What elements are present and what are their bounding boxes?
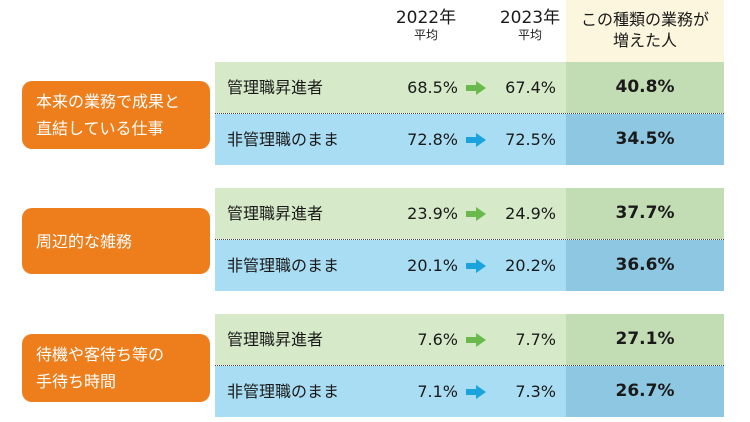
table-row: 非管理職のまま 7.1% 7.3% 26.7% [215, 366, 724, 417]
category-3-line1: 待機や客待ち等の [36, 345, 165, 364]
highlight-cell [566, 366, 724, 417]
category-1-line2: 直結している仕事 [36, 119, 164, 138]
arrow-right-icon [466, 81, 486, 95]
value-2022: 7.6% [417, 330, 458, 349]
arrow-right-icon [466, 207, 486, 221]
value-increase: 34.5% [615, 129, 675, 149]
header-increase-line2: 増えた人 [612, 31, 677, 50]
value-2022: 20.1% [407, 256, 458, 275]
table-row: 非管理職のまま 72.8% 72.5% 34.5% [215, 114, 724, 165]
header-increase: この種類の業務が 増えた人 [566, 0, 724, 63]
row-label: 管理職昇進者 [227, 204, 324, 223]
category-1-line1: 本来の業務で成果と [36, 92, 181, 111]
arrow-right-icon [466, 133, 486, 147]
row-divider [215, 239, 724, 240]
table-row: 非管理職のまま 20.1% 20.2% 36.6% [215, 240, 724, 291]
highlight-cell [566, 62, 724, 113]
value-2023: 24.9% [505, 204, 556, 223]
highlight-cell [566, 188, 724, 239]
row-divider [215, 113, 724, 114]
value-2023: 72.5% [505, 130, 556, 149]
row-label: 非管理職のまま [227, 256, 340, 275]
category-1: 本来の業務で成果と 直結している仕事 [22, 81, 210, 149]
value-increase: 27.1% [615, 329, 675, 349]
highlight-cell [566, 114, 724, 165]
value-2022: 23.9% [407, 204, 458, 223]
header-2022-sub: 平均 [413, 27, 438, 42]
table-row: 管理職昇進者 68.5% 67.4% 40.8% [215, 62, 724, 113]
arrow-right-icon [466, 259, 486, 273]
value-increase: 26.7% [615, 381, 675, 401]
row-label: 管理職昇進者 [227, 330, 324, 349]
header-2022: 2022年 平均 [386, 8, 466, 42]
value-2022: 7.1% [417, 382, 458, 401]
header-increase-line1: この種類の業務が [580, 10, 709, 29]
value-2023: 67.4% [505, 78, 556, 97]
row-label: 管理職昇進者 [227, 78, 324, 97]
table-row: 管理職昇進者 23.9% 24.9% 37.7% [215, 188, 724, 239]
value-2023: 7.3% [515, 382, 556, 401]
header-2023: 2023年 平均 [490, 8, 570, 42]
header-2023-sub: 平均 [517, 27, 542, 42]
arrow-right-icon [466, 385, 486, 399]
row-label: 非管理職のまま [227, 130, 340, 149]
value-increase: 40.8% [615, 77, 675, 97]
value-2023: 20.2% [505, 256, 556, 275]
value-increase: 36.6% [615, 255, 675, 275]
row-label: 非管理職のまま [227, 382, 340, 401]
value-2022: 68.5% [407, 78, 458, 97]
category-2: 周辺的な雑務 [22, 208, 210, 274]
row-divider [215, 365, 724, 366]
header-2022-year: 2022年 [395, 8, 457, 28]
value-2023: 7.7% [515, 330, 556, 349]
highlight-cell [566, 314, 724, 365]
highlight-cell [566, 240, 724, 291]
table-row: 管理職昇進者 7.6% 7.7% 27.1% [215, 314, 724, 365]
arrow-right-icon [466, 333, 486, 347]
header-2023-year: 2023年 [499, 8, 561, 28]
category-2-line1: 周辺的な雑務 [36, 231, 133, 251]
value-2022: 72.8% [407, 130, 458, 149]
value-increase: 37.7% [615, 203, 675, 223]
category-3: 待機や客待ち等の 手待ち時間 [22, 334, 210, 402]
category-3-line2: 手待ち時間 [36, 372, 117, 391]
